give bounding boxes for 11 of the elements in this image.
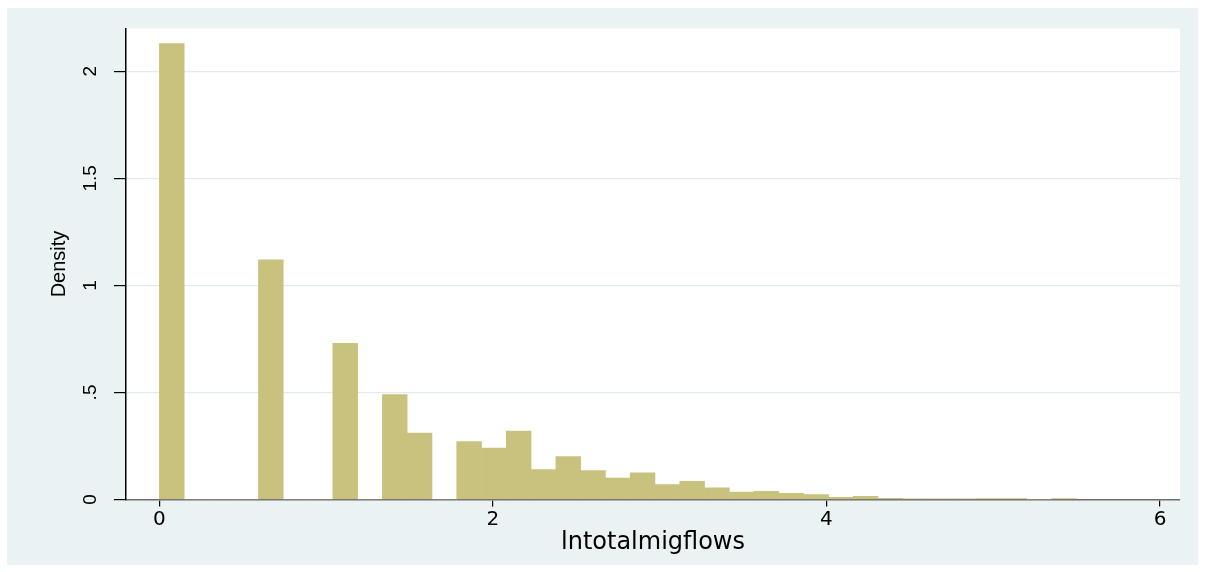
y-tick-label: 0: [78, 494, 100, 505]
x-tick-label: 0: [152, 505, 166, 530]
x-tick-label: 2: [486, 505, 500, 530]
y-tick-label: 1: [78, 280, 100, 291]
x-tick-label: 4: [820, 505, 833, 530]
y-tick-label: 2: [78, 66, 100, 77]
y-axis-title: Density: [46, 230, 69, 298]
x-axis-title: lntotalmigflows: [561, 526, 745, 555]
y-tick-label: 1.5: [78, 165, 100, 192]
x-tick-label: 6: [1153, 505, 1167, 530]
y-tick-label: .5: [78, 384, 100, 401]
